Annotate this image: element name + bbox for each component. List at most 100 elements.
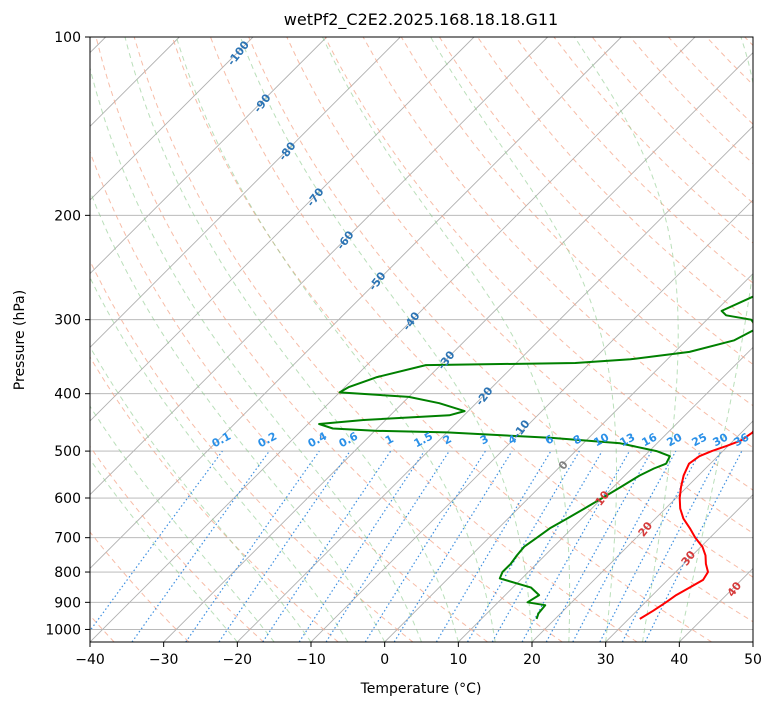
x-tick-label: −30 bbox=[149, 652, 179, 668]
mixing-ratio-line bbox=[572, 450, 677, 642]
dry-adiabat-label: -20 bbox=[473, 384, 496, 408]
mixing-ratio-label: 16 bbox=[640, 430, 660, 449]
moist-adiabat-line bbox=[90, 276, 349, 642]
dry-adiabat-line bbox=[133, 37, 638, 642]
mixing-ratio-line bbox=[393, 450, 513, 642]
isotherm-line bbox=[90, 37, 254, 201]
mixing-ratio-line bbox=[90, 450, 223, 632]
mixing-ratio-label: 6 bbox=[543, 432, 556, 447]
dry-adiabat-line bbox=[248, 37, 753, 578]
mixing-ratio-line bbox=[262, 450, 392, 642]
mixing-ratio-line bbox=[364, 450, 486, 642]
plot-frame bbox=[89, 36, 754, 643]
isotherm-line bbox=[163, 52, 753, 642]
mixing-ratio-label: 1 bbox=[383, 432, 396, 447]
dry-adiabat-label: 30 bbox=[679, 548, 699, 568]
grid-layer bbox=[90, 37, 753, 642]
isotherm-line bbox=[384, 273, 753, 642]
dry-adiabat-line bbox=[438, 37, 753, 366]
moist-adiabat-line bbox=[90, 405, 275, 642]
mixing-ratio-line bbox=[298, 450, 425, 642]
mixing-ratio-line bbox=[545, 450, 653, 642]
mixing-ratio-label: 36 bbox=[732, 430, 752, 449]
dry-adiabat-label: 40 bbox=[725, 579, 745, 599]
y-tick-label: 100 bbox=[54, 30, 81, 46]
mixing-ratio-label: 0.2 bbox=[256, 430, 279, 451]
isotherm-line bbox=[90, 37, 696, 642]
moist-adiabat-line bbox=[175, 37, 496, 642]
mixing-ratio-label: 0.4 bbox=[306, 429, 330, 450]
mixing-ratio-line bbox=[644, 450, 743, 642]
isotherm-line bbox=[90, 37, 401, 348]
isotherm-line bbox=[237, 125, 753, 642]
mixing-ratio-label: 20 bbox=[665, 430, 685, 449]
isotherm-line bbox=[679, 567, 753, 642]
dry-adiabat-line bbox=[171, 37, 712, 642]
y-tick-label: 600 bbox=[54, 491, 81, 507]
y-tick-label: 900 bbox=[54, 595, 81, 611]
dry-adiabat-label: -90 bbox=[251, 91, 274, 115]
y-axis-title: Pressure (hPa) bbox=[12, 290, 28, 390]
mixing-ratio-label: 0.1 bbox=[210, 430, 233, 451]
mixing-ratio-line bbox=[185, 450, 320, 642]
x-tick-label: 0 bbox=[380, 652, 389, 668]
dry-adiabat-line bbox=[90, 150, 488, 642]
moist-adiabat-line bbox=[430, 37, 617, 642]
mixing-ratio-label: 10 bbox=[592, 430, 612, 449]
mixing-ratio-line bbox=[435, 450, 552, 642]
dry-adiabat-line bbox=[90, 259, 414, 642]
isotherm-line bbox=[605, 494, 753, 642]
y-tick-label: 800 bbox=[54, 565, 81, 581]
dry-adiabat-line bbox=[744, 37, 753, 47]
y-tick-label: 1000 bbox=[45, 622, 81, 638]
isotherm-line bbox=[90, 37, 548, 496]
isotherm-line bbox=[90, 37, 327, 275]
x-tick-label: −40 bbox=[75, 652, 105, 668]
dry-adiabat-line bbox=[515, 37, 753, 284]
isotherm-line bbox=[531, 420, 753, 642]
y-tick-label: 200 bbox=[54, 208, 81, 224]
moist-adiabat-line bbox=[574, 37, 679, 642]
x-axis: −40 −30 −20 −10 0 10 20 30 40 50 bbox=[75, 642, 762, 668]
y-tick-label: 300 bbox=[54, 313, 81, 329]
y-axis: 1000 900 800 700 600 500 400 300 200 100 bbox=[45, 30, 90, 638]
series-layer bbox=[318, 295, 753, 620]
moist-adiabat-line bbox=[90, 458, 238, 642]
dry-adiabat-line bbox=[95, 37, 563, 642]
temperature-profile-line bbox=[639, 429, 753, 620]
dry-adiabat-label: 0 bbox=[556, 458, 571, 472]
isotherm-line bbox=[90, 37, 622, 569]
dry-adiabat-line bbox=[400, 37, 753, 407]
mixing-ratio-label: 13 bbox=[618, 431, 638, 450]
moist-adiabat-line bbox=[239, 37, 533, 642]
dewpoint-profile-line bbox=[318, 295, 753, 620]
x-axis-title: Temperature (°C) bbox=[360, 681, 482, 697]
moist-adiabat-line bbox=[322, 37, 571, 642]
dry-adiabat-line bbox=[90, 445, 264, 642]
x-tick-label: −10 bbox=[296, 652, 326, 668]
x-tick-label: 10 bbox=[449, 652, 467, 668]
chart-title: wetPf2_C2E2.2025.168.18.18.G11 bbox=[284, 10, 558, 30]
dry-adiabat-line bbox=[210, 37, 753, 623]
dry-adiabat-line bbox=[286, 37, 753, 534]
moist-adiabat-line bbox=[90, 345, 312, 642]
isotherm-line bbox=[458, 346, 753, 642]
dry-adiabat-line bbox=[90, 356, 339, 642]
x-tick-label: −20 bbox=[223, 652, 253, 668]
y-tick-label: 700 bbox=[54, 531, 81, 547]
x-tick-label: 20 bbox=[523, 652, 541, 668]
mixing-ratio-line bbox=[131, 450, 270, 642]
dry-adiabat-line bbox=[668, 37, 753, 125]
mixing-ratio-line bbox=[325, 450, 450, 642]
dry-adiabat-line bbox=[591, 37, 753, 204]
dry-adiabat-line bbox=[706, 37, 753, 86]
mixing-ratio-line bbox=[218, 450, 351, 642]
mixing-ratio-line bbox=[521, 450, 631, 642]
dry-adiabat-line bbox=[90, 531, 190, 642]
dry-adiabat-label: -80 bbox=[276, 139, 299, 163]
y-tick-label: 500 bbox=[54, 444, 81, 460]
mixing-ratio-label: 0.6 bbox=[337, 429, 361, 450]
moist-adiabat-line bbox=[90, 65, 422, 642]
isotherm-line bbox=[310, 199, 753, 642]
